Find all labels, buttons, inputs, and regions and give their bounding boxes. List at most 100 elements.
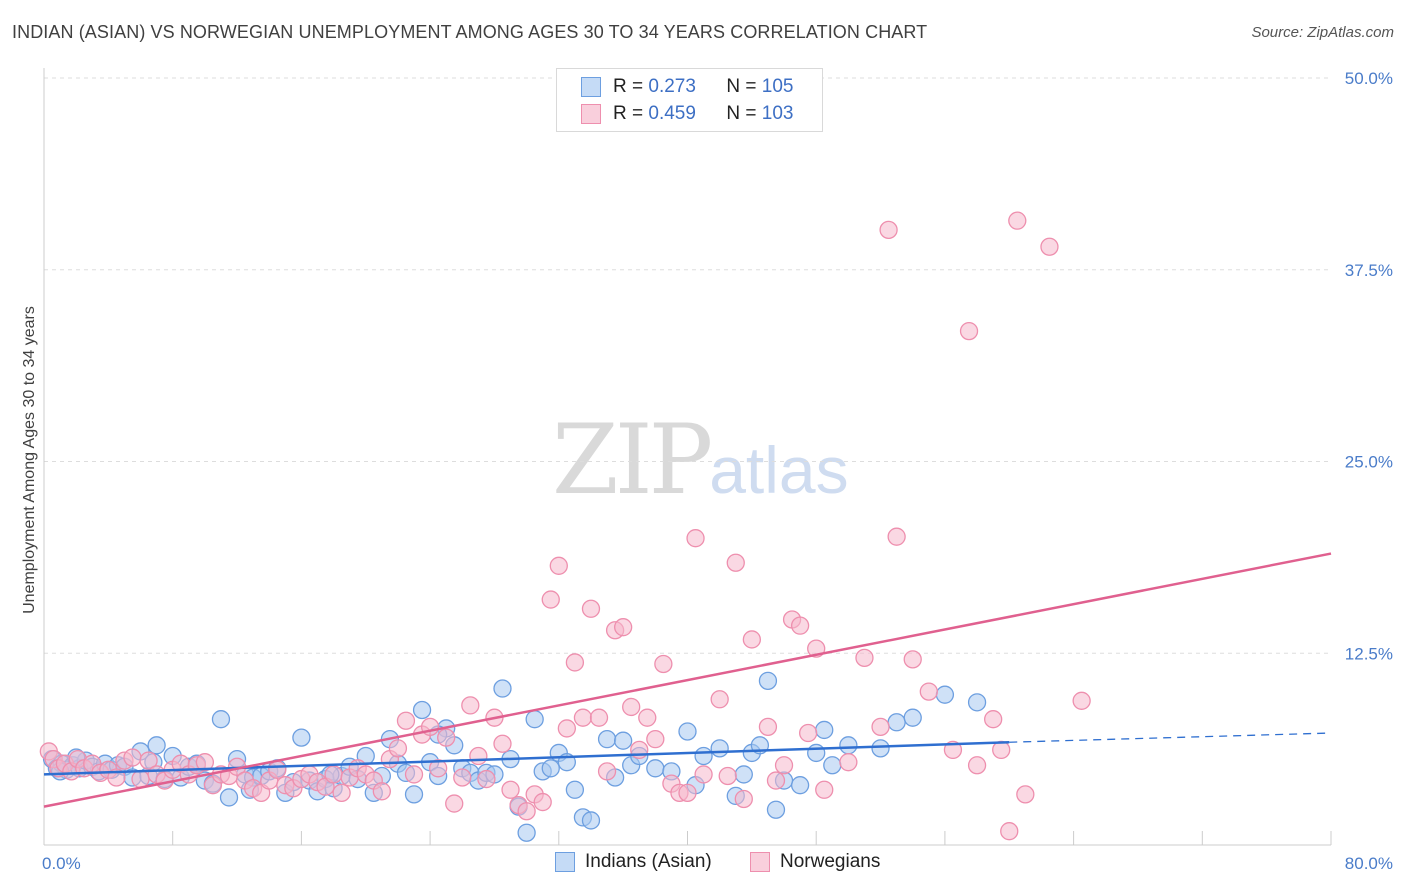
point-norwegians	[686, 529, 705, 548]
point-norwegians	[992, 740, 1011, 760]
stats-row-indians: R = 0.273 N = 105	[581, 75, 793, 99]
point-norwegians	[766, 771, 786, 790]
point-indians	[404, 785, 424, 804]
point-norwegians	[597, 762, 617, 781]
chart-title: INDIAN (ASIAN) VS NORWEGIAN UNEMPLOYMENT…	[12, 22, 928, 42]
x-tick-label: 80.0%	[1345, 854, 1393, 873]
legend-swatch-indians	[581, 77, 601, 97]
point-norwegians	[1072, 691, 1091, 710]
point-norwegians	[614, 618, 633, 637]
point-norwegians	[710, 690, 729, 709]
legend-label-norwegians: Norwegians	[780, 851, 881, 872]
y-tick-label: 25.0%	[1345, 453, 1393, 472]
point-indians	[211, 710, 231, 729]
r-label: R =	[613, 103, 644, 124]
trendline-norwegians	[43, 552, 1332, 808]
point-norwegians	[131, 769, 150, 789]
point-norwegians	[549, 556, 568, 575]
point-norwegians	[1040, 237, 1059, 256]
point-indians	[525, 710, 544, 729]
legend-label-indians: Indians (Asian)	[585, 851, 712, 872]
point-norwegians	[573, 708, 593, 727]
point-norwegians	[388, 739, 408, 758]
point-norwegians	[1000, 822, 1019, 841]
point-norwegians	[268, 760, 287, 779]
n-label: N =	[726, 103, 757, 124]
point-norwegians	[372, 782, 391, 801]
r-label: R =	[613, 76, 644, 97]
point-norwegians	[943, 740, 963, 760]
point-norwegians	[919, 682, 938, 701]
point-norwegians	[517, 802, 536, 821]
point-indians	[758, 671, 778, 691]
point-norwegians	[638, 708, 657, 727]
point-indians	[565, 780, 585, 799]
point-norwegians	[469, 746, 488, 766]
y-tick-label: 12.5%	[1345, 644, 1393, 663]
watermark-zip: ZIP	[552, 404, 713, 516]
point-indians	[292, 728, 311, 747]
point-norwegians	[404, 765, 424, 784]
point-norwegians	[533, 792, 552, 812]
point-indians	[219, 788, 239, 807]
stats-row-norwegians: R = 0.459 N = 103	[581, 102, 793, 126]
point-norwegians	[774, 756, 794, 775]
point-norwegians	[477, 769, 496, 789]
point-indians	[967, 693, 987, 712]
point-indians	[694, 746, 713, 766]
point-norwegians	[654, 654, 673, 674]
point-indians	[871, 739, 890, 758]
point-norwegians	[139, 751, 158, 770]
point-indians	[887, 713, 906, 732]
legend-item-indians: Indians (Asian)	[555, 851, 712, 873]
point-norwegians	[734, 789, 753, 809]
point-norwegians	[195, 753, 215, 772]
point-indians	[412, 700, 432, 720]
point-norwegians	[726, 553, 745, 572]
legend-swatch-norwegians	[750, 852, 770, 872]
point-indians	[710, 739, 729, 758]
point-indians	[678, 722, 697, 741]
point-indians	[734, 765, 753, 784]
point-indians	[903, 708, 922, 727]
point-norwegians	[855, 648, 874, 668]
r-value-norwegians: 0.459	[648, 103, 696, 124]
point-norwegians	[678, 783, 697, 802]
y-tick-label: 50.0%	[1345, 69, 1393, 88]
point-norwegians	[758, 717, 778, 737]
point-indians	[493, 679, 512, 698]
point-indians	[614, 731, 633, 750]
point-norwegians	[445, 794, 464, 813]
x-tick-label: 0.0%	[42, 854, 81, 873]
point-indians	[935, 685, 955, 704]
point-norwegians	[959, 321, 979, 341]
point-indians	[646, 759, 665, 778]
point-norwegians	[718, 766, 737, 786]
point-indians	[766, 800, 786, 819]
point-norwegians	[887, 527, 906, 546]
watermark-atlas: atlas	[709, 433, 849, 507]
point-indians	[807, 743, 826, 763]
point-norwegians	[565, 653, 585, 672]
point-norwegians	[799, 723, 818, 743]
point-norwegians	[984, 710, 1003, 729]
r-value-indians: 0.273	[648, 76, 696, 97]
point-norwegians	[589, 708, 609, 727]
point-indians	[839, 736, 858, 755]
point-norwegians	[324, 765, 343, 784]
point-norwegians	[1008, 211, 1027, 230]
point-indians	[541, 759, 560, 778]
trendline-indians-extension	[1009, 732, 1332, 743]
point-indians	[790, 776, 810, 795]
chart-source: Source: ZipAtlas.com	[1251, 24, 1394, 41]
point-indians	[147, 736, 166, 755]
point-norwegians	[967, 756, 987, 775]
legend-item-norwegians: Norwegians	[750, 851, 880, 873]
point-norwegians	[742, 630, 761, 649]
point-norwegians	[493, 734, 512, 753]
point-indians	[823, 756, 842, 775]
point-norwegians	[581, 599, 601, 618]
point-indians	[517, 823, 536, 842]
point-norwegians	[646, 730, 665, 749]
